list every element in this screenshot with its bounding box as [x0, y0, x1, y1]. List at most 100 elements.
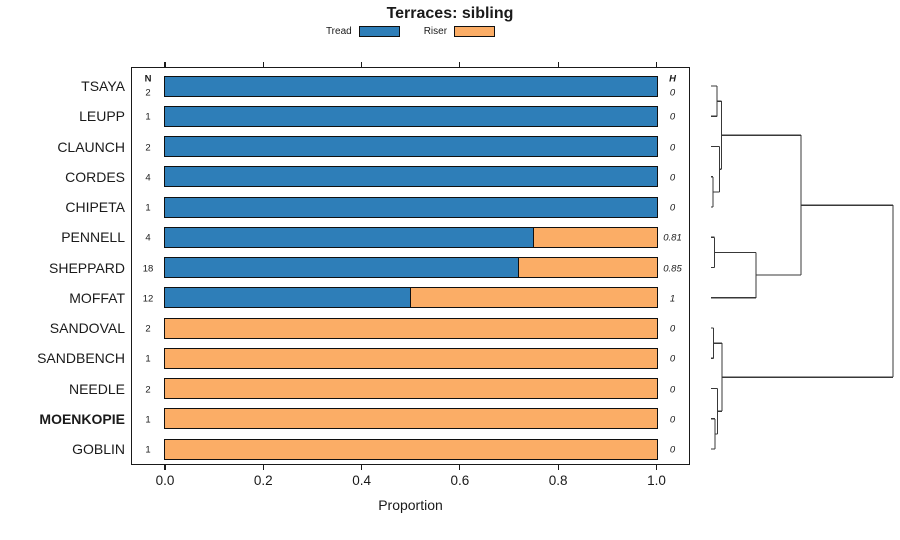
n-value: 4	[145, 172, 151, 184]
h-value: 0	[669, 414, 676, 426]
legend-swatch-riser	[454, 26, 496, 37]
row-label: CLAUNCH	[57, 138, 125, 155]
h-value: 1	[669, 293, 676, 305]
legend-label: Tread	[325, 26, 352, 37]
legend-label: Riser	[423, 26, 448, 37]
h-value: 0	[669, 87, 676, 99]
x-tick-label: 0.2	[253, 473, 273, 488]
bar-segment-tread	[164, 137, 657, 156]
bar-segment-riser	[164, 318, 657, 338]
row-label: CHIPETA	[65, 199, 125, 215]
h-value: 0	[669, 142, 676, 153]
bar-segment-riser	[164, 409, 657, 429]
bar-row	[163, 408, 658, 430]
row-label: CORDES	[65, 168, 125, 185]
n-value: 1	[145, 444, 151, 456]
bar-row	[163, 196, 658, 218]
x-tick	[164, 465, 166, 470]
legend-swatch-tread	[358, 26, 400, 37]
h-value: 0.81	[663, 232, 682, 244]
bar-row	[163, 347, 658, 369]
h-value: 0	[669, 111, 676, 123]
bar-segment-riser	[410, 288, 657, 308]
x-tick	[361, 465, 363, 470]
h-value: 0	[669, 172, 676, 184]
chart-title: Terraces: sibling	[386, 5, 514, 22]
h-column-header: H	[669, 73, 676, 85]
bar-row	[163, 166, 658, 188]
n-column-header: N	[144, 73, 152, 85]
bar-row	[163, 136, 658, 157]
row-label: MOENKOPIE	[39, 410, 125, 427]
row-label: MOFFAT	[69, 289, 125, 306]
row-label: GOBLIN	[72, 441, 125, 457]
bar-row	[163, 226, 658, 248]
n-value: 18	[142, 263, 154, 274]
x-tick-top	[262, 62, 264, 67]
bar-row	[163, 75, 658, 97]
h-value: 0	[669, 323, 676, 335]
bar-segment-riser	[164, 379, 657, 398]
row-label: TSAYA	[81, 78, 125, 94]
row-label: NEEDLE	[68, 380, 125, 397]
row-label: SANDBENCH	[37, 350, 125, 367]
bar-segment-riser	[164, 439, 657, 459]
x-tick-label: 0.4	[352, 473, 371, 488]
x-tick-top	[361, 62, 363, 67]
x-tick-top	[557, 62, 559, 67]
bar-row	[163, 317, 658, 339]
bar-segment-riser	[164, 348, 657, 368]
bar-segment-riser	[533, 227, 657, 247]
n-value: 1	[145, 202, 151, 214]
bar-row	[163, 105, 658, 127]
bar-segment-tread	[164, 258, 520, 277]
x-tick-label: 0.6	[450, 473, 470, 488]
n-value: 12	[142, 293, 154, 305]
x-tick-label: 0.0	[155, 473, 175, 488]
n-value: 2	[145, 87, 151, 99]
bar-row	[163, 287, 658, 309]
bar-row	[163, 438, 658, 460]
row-label: SANDOVAL	[49, 320, 125, 336]
h-value: 0	[669, 202, 676, 214]
n-value: 2	[145, 323, 151, 335]
x-tick-top	[459, 62, 461, 67]
bar-row	[163, 257, 658, 278]
bar-segment-tread	[164, 167, 657, 187]
legend-item: Tread	[326, 26, 400, 37]
bar-segment-tread	[164, 106, 657, 126]
x-tick-top	[164, 62, 166, 67]
row-label: SHEPPARD	[49, 259, 125, 276]
n-value: 1	[145, 414, 151, 426]
row-label: PENNELL	[61, 229, 125, 246]
bar-segment-tread	[164, 288, 411, 308]
h-value: 0.85	[663, 263, 682, 274]
row-label: LEUPP	[79, 108, 125, 125]
legend: Tread Riser	[131, 26, 690, 37]
n-value: 2	[145, 384, 151, 395]
bar-segment-tread	[164, 76, 657, 96]
bar-segment-tread	[164, 197, 657, 217]
h-value: 0	[669, 444, 676, 456]
n-value: 4	[145, 232, 151, 244]
x-tick-label: 0.8	[548, 473, 568, 488]
n-value: 1	[145, 111, 151, 123]
plot-box	[131, 67, 690, 465]
h-value: 0	[669, 353, 676, 365]
x-tick	[655, 465, 658, 470]
x-tick-top	[655, 62, 658, 67]
x-tick-label: 1.0	[647, 473, 666, 488]
x-tick	[262, 465, 264, 470]
x-tick	[557, 465, 559, 470]
x-axis-title: Proportion	[378, 497, 443, 513]
bar-segment-riser	[519, 258, 657, 277]
x-tick	[459, 465, 461, 470]
bar-row	[163, 378, 658, 399]
h-value: 0	[669, 384, 676, 395]
bar-segment-tread	[164, 227, 534, 247]
n-value: 1	[145, 353, 151, 365]
legend-item: Riser	[423, 26, 496, 37]
n-value: 2	[145, 142, 151, 153]
